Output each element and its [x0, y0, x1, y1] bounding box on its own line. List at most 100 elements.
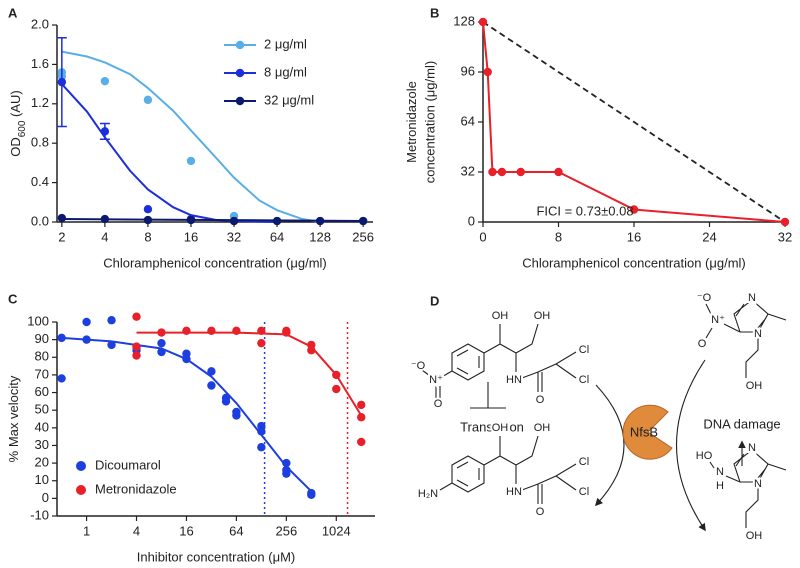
- atom-label: OH: [492, 422, 509, 434]
- data-point: [780, 217, 790, 227]
- data-point: [516, 167, 525, 177]
- x-tick-label: 32: [778, 229, 792, 244]
- atom-label: H: [716, 480, 724, 492]
- x-tick-label: 16: [184, 229, 198, 244]
- nitro-group: [705, 303, 741, 339]
- y-tick-label: 100: [27, 313, 49, 328]
- amine-bond: [439, 482, 453, 491]
- atom-label: O: [536, 394, 545, 406]
- x-axis-label: Chloramphenicol concentration (μg/ml): [522, 255, 746, 270]
- y-tick-label: -10: [30, 507, 49, 522]
- x-tick-label: 8: [144, 229, 151, 244]
- atom-label: Cl: [579, 374, 589, 386]
- data-point: [100, 127, 110, 136]
- data-point: [107, 316, 116, 325]
- data-point: [186, 156, 196, 166]
- translation-label: Translation: [460, 419, 524, 434]
- y-tick-label: 96: [461, 63, 475, 78]
- panel-label: C: [8, 291, 18, 306]
- reduction-arrow: [675, 359, 706, 532]
- y-tick-label: 0.4: [31, 174, 49, 189]
- reference-line: [482, 21, 786, 223]
- data-point: [221, 397, 231, 406]
- data-point: [57, 77, 67, 87]
- data-point: [143, 215, 153, 225]
- y-tick-label: 90: [35, 331, 49, 346]
- atom-label: N: [754, 478, 762, 490]
- data-point: [497, 167, 507, 177]
- data-point: [82, 317, 91, 327]
- data-point: [57, 374, 66, 383]
- fit-curve: [61, 50, 321, 223]
- y-tick-label: 32: [461, 163, 475, 178]
- atom-label: ⁻O: [411, 360, 426, 372]
- atom-label: HN: [506, 374, 522, 386]
- y-tick-label: 128: [453, 13, 475, 28]
- atom-label: O: [434, 398, 443, 410]
- y-tick-label: 0.8: [31, 135, 49, 150]
- data-point: [82, 335, 91, 344]
- data-point: [483, 67, 492, 77]
- y-axis-label: concentration (μg/ml): [422, 61, 437, 183]
- x-tick-label: 4: [101, 229, 108, 244]
- data-point: [282, 458, 291, 468]
- data-point: [282, 328, 291, 337]
- x-axis-label: Inhibitor concentration (μM): [137, 549, 296, 564]
- data-point: [182, 326, 191, 336]
- atom-label: N: [748, 292, 756, 304]
- data-point: [257, 443, 266, 452]
- data-point: [629, 205, 639, 214]
- data-point: [100, 214, 110, 224]
- inhibition-mark: [470, 382, 506, 409]
- y-tick-label: 0: [468, 213, 475, 228]
- data-point: [207, 381, 216, 390]
- y-label-text: % Max velocity: [6, 375, 21, 462]
- legend-marker: [76, 461, 86, 471]
- y-axis-label: % Max velocity: [6, 375, 21, 462]
- enzyme-shape: [622, 404, 673, 460]
- atom-label: N⁺: [429, 374, 443, 386]
- legend-label: 8 μg/ml: [264, 64, 307, 79]
- y-tick-label: 0: [42, 490, 49, 505]
- data-point: [57, 333, 66, 343]
- atom-label: OH: [746, 380, 763, 392]
- y-tick-label: 30: [35, 437, 49, 452]
- series-line: [482, 21, 786, 223]
- data-point: [307, 346, 316, 355]
- y-tick-label: 64: [461, 113, 475, 128]
- hydroxylamine-bond: [709, 461, 741, 483]
- data-point: [100, 76, 110, 86]
- atom-label: N⁺: [711, 314, 725, 326]
- y-tick-label: 1.2: [31, 95, 49, 110]
- data-point: [257, 326, 266, 336]
- data-point: [132, 351, 141, 360]
- y-tick-label: 70: [35, 366, 49, 381]
- x-tick-label: 32: [227, 229, 241, 244]
- reduction-arrow: [594, 384, 625, 507]
- y-tick-label: 20: [35, 455, 49, 470]
- data-point: [207, 326, 216, 336]
- data-point: [186, 215, 196, 225]
- x-tick-label: 16: [179, 523, 193, 538]
- y-tick-label: 40: [35, 419, 49, 434]
- data-point: [307, 490, 316, 500]
- data-point: [229, 216, 239, 226]
- atom-label: OH: [534, 310, 551, 322]
- x-tick-label: 1024: [322, 523, 351, 538]
- y-tick-label: 10: [35, 472, 49, 487]
- atom-label: O: [698, 338, 707, 350]
- dna-damage-label: DNA damage: [703, 416, 780, 431]
- data-point: [282, 469, 291, 478]
- data-point: [357, 400, 366, 410]
- data-point: [157, 338, 166, 348]
- y-tick-label: 50: [35, 402, 49, 417]
- y-tick-label: 2.0: [31, 16, 49, 31]
- data-point: [132, 342, 141, 351]
- x-tick-label: 1: [83, 523, 90, 538]
- data-point: [232, 326, 241, 336]
- legend-marker: [235, 96, 245, 106]
- y-axis-label: Metronidazole: [404, 81, 419, 163]
- atom-label: N: [748, 442, 756, 454]
- data-point: [143, 95, 153, 105]
